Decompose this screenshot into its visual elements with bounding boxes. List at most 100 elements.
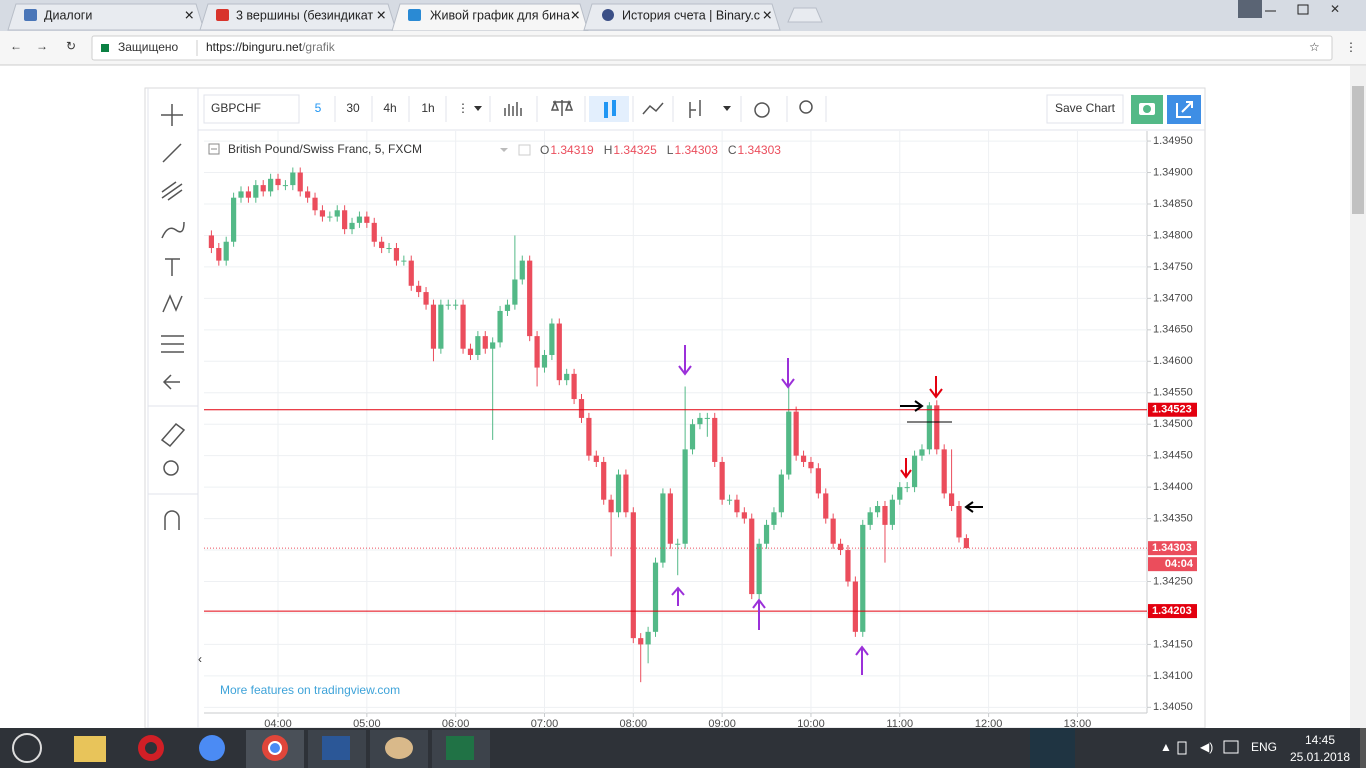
tab-close[interactable]: ✕ xyxy=(570,8,580,22)
crosshair-tool[interactable] xyxy=(161,104,183,126)
candle-body xyxy=(334,210,340,217)
candle-body xyxy=(623,474,629,513)
scrollbar-thumb[interactable] xyxy=(1352,86,1364,214)
zoom-tool[interactable] xyxy=(163,460,179,476)
volume-icon[interactable]: ◀) xyxy=(1200,740,1213,754)
candle-body xyxy=(423,292,429,305)
new-tab[interactable] xyxy=(787,7,823,23)
collapse-handle[interactable]: ‹ xyxy=(198,652,202,666)
clock-date[interactable]: 25.01.2018 xyxy=(1290,750,1350,764)
price-line-label: 1.34523 xyxy=(1152,404,1192,416)
candle-body xyxy=(926,405,932,450)
candle-body xyxy=(845,550,851,582)
ohlc-name: L xyxy=(667,143,674,157)
candle-body xyxy=(771,512,777,525)
ruler-tool[interactable] xyxy=(160,422,186,448)
interval-button[interactable]: 5 xyxy=(315,101,322,115)
candle-body xyxy=(867,512,873,525)
candle-body xyxy=(734,499,740,513)
candle-body xyxy=(586,417,592,456)
candle-body xyxy=(823,493,829,519)
back-button[interactable]: ← xyxy=(10,39,22,53)
brush-tool[interactable] xyxy=(161,221,185,239)
line-style-button[interactable] xyxy=(642,102,664,115)
chart-title: British Pound/Swiss Franc, 5, FXCM xyxy=(228,142,422,156)
y-tick-label: 1.34050 xyxy=(1153,701,1193,713)
tab-close[interactable]: ✕ xyxy=(184,8,194,22)
line-tool[interactable] xyxy=(162,143,182,163)
candle-body xyxy=(956,505,962,538)
candle-body xyxy=(460,304,466,349)
candle-body xyxy=(238,191,244,198)
dropdown[interactable] xyxy=(474,106,482,111)
indicators-button[interactable] xyxy=(504,102,522,116)
candle-body xyxy=(297,172,303,192)
interval-button[interactable]: 4h xyxy=(383,101,396,115)
chrome-icon[interactable] xyxy=(199,735,225,761)
pattern-tool[interactable] xyxy=(162,294,183,313)
maximize[interactable] xyxy=(1297,4,1309,15)
prediction-tool[interactable] xyxy=(161,335,184,353)
tab[interactable] xyxy=(583,3,781,31)
chart-style-active[interactable] xyxy=(589,96,629,122)
ohlc-name: O xyxy=(540,143,549,157)
address-bar[interactable] xyxy=(91,35,1333,61)
candle-body xyxy=(245,191,252,198)
candle-body xyxy=(704,417,710,419)
reload-button[interactable]: ↻ xyxy=(66,39,76,53)
tray-icon[interactable] xyxy=(1177,741,1187,755)
bars-style-button[interactable] xyxy=(689,100,701,118)
hide-button[interactable] xyxy=(518,144,531,156)
idea-button[interactable] xyxy=(799,100,813,114)
candle-body xyxy=(578,399,585,418)
menu-button[interactable]: ⋮ xyxy=(1345,40,1357,54)
close-window[interactable]: ✕ xyxy=(1330,2,1340,16)
y-tick-label: 1.34550 xyxy=(1153,387,1193,399)
x-tick-label: 13:00 xyxy=(1064,718,1092,730)
tab-title: 3 вершины (безиндикат xyxy=(236,8,373,22)
x-tick-label: 07:00 xyxy=(531,718,559,730)
show-desktop[interactable] xyxy=(1360,728,1366,768)
explorer-icon[interactable] xyxy=(74,736,106,762)
candle-body xyxy=(630,512,636,639)
bookmark-star[interactable]: ☆ xyxy=(1309,40,1320,54)
language[interactable]: ENG xyxy=(1251,740,1277,754)
candle-body xyxy=(512,279,518,305)
candle-body xyxy=(290,172,296,186)
y-tick-label: 1.34400 xyxy=(1153,481,1193,493)
candle-body xyxy=(253,185,259,198)
more-intervals[interactable]: ⋮ xyxy=(457,101,469,115)
magnet-tool[interactable] xyxy=(164,510,180,530)
candle-body xyxy=(889,499,895,525)
y-tick-label: 1.34350 xyxy=(1153,512,1193,524)
clock-time[interactable]: 14:45 xyxy=(1305,733,1335,747)
fib-tool[interactable] xyxy=(161,181,183,201)
tab-close[interactable]: ✕ xyxy=(376,8,386,22)
dropdown[interactable] xyxy=(500,148,508,152)
profile-button[interactable] xyxy=(1238,0,1262,18)
tab-title: Диалоги xyxy=(44,8,92,22)
network-icon[interactable] xyxy=(1223,740,1239,754)
y-tick-label: 1.34950 xyxy=(1153,135,1193,147)
interval-button[interactable]: 30 xyxy=(346,101,360,115)
symbol-input[interactable] xyxy=(203,94,300,124)
alert-button[interactable] xyxy=(754,102,770,118)
interval-button[interactable]: 1h xyxy=(421,101,434,115)
arrow-down xyxy=(900,458,912,479)
tray-arrow[interactable]: ▲ xyxy=(1160,740,1172,754)
forward-button[interactable]: → xyxy=(36,39,48,53)
dropdown[interactable] xyxy=(723,106,731,111)
x-tick-label: 12:00 xyxy=(975,718,1003,730)
back-arrow[interactable] xyxy=(162,374,180,390)
x-tick-label: 11:00 xyxy=(886,718,913,730)
plot: 1.34523 1.34203 1.34303 04:04 xyxy=(204,167,1197,683)
tab[interactable] xyxy=(199,3,397,31)
start-button[interactable] xyxy=(12,733,42,763)
tab-close[interactable]: ✕ xyxy=(762,8,772,22)
compare-button[interactable] xyxy=(550,99,574,116)
tab[interactable] xyxy=(7,3,205,31)
widget xyxy=(144,87,1206,729)
watermark-link[interactable]: More features on tradingview.com xyxy=(220,683,400,697)
save-chart-button[interactable] xyxy=(1046,94,1124,124)
text-tool[interactable] xyxy=(165,258,180,276)
